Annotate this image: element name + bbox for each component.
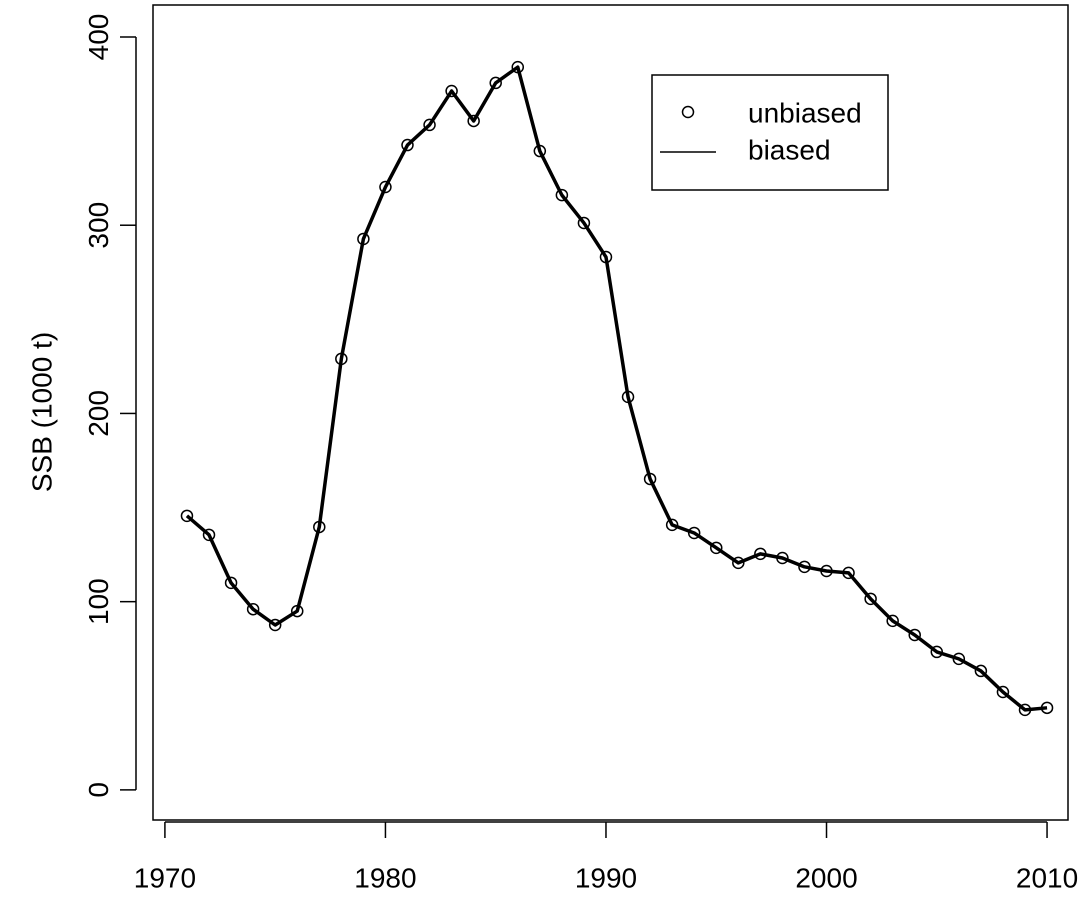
point	[467, 114, 480, 128]
point	[687, 526, 701, 540]
point	[665, 518, 679, 532]
point	[489, 76, 502, 90]
point	[732, 556, 745, 570]
point	[379, 180, 392, 194]
legend-box	[651, 74, 889, 191]
plot-box	[152, 4, 1069, 821]
point	[423, 118, 436, 132]
point	[180, 509, 194, 523]
point	[445, 84, 458, 98]
point	[577, 216, 591, 230]
point	[555, 188, 569, 202]
series-line	[185, 65, 1048, 712]
point	[202, 528, 216, 542]
y-tick-label: 100	[83, 578, 114, 625]
y-tick-label: 400	[83, 14, 114, 61]
x-tick-label: 2010	[1016, 862, 1078, 893]
point	[864, 592, 877, 606]
point	[908, 628, 921, 642]
x-tick-label: 1980	[354, 862, 416, 893]
point	[268, 618, 282, 632]
point	[974, 664, 988, 678]
legend-label: biased	[748, 134, 831, 165]
point	[709, 541, 723, 555]
x-tick-label: 1990	[575, 862, 637, 893]
x-tick-label: 1970	[134, 862, 196, 893]
point	[401, 138, 414, 152]
point	[246, 602, 260, 616]
legend-marker	[681, 105, 695, 119]
y-tick-label: 200	[83, 390, 114, 437]
x-tick-label: 2000	[795, 862, 857, 893]
y-axis-label: SSB (1000 t)	[26, 332, 57, 492]
point	[224, 576, 238, 590]
y-tick-label: 300	[83, 202, 114, 249]
y-tick-label: 0	[83, 782, 114, 798]
legend-label: unbiased	[748, 97, 862, 128]
point	[886, 614, 899, 628]
point	[996, 685, 1010, 699]
